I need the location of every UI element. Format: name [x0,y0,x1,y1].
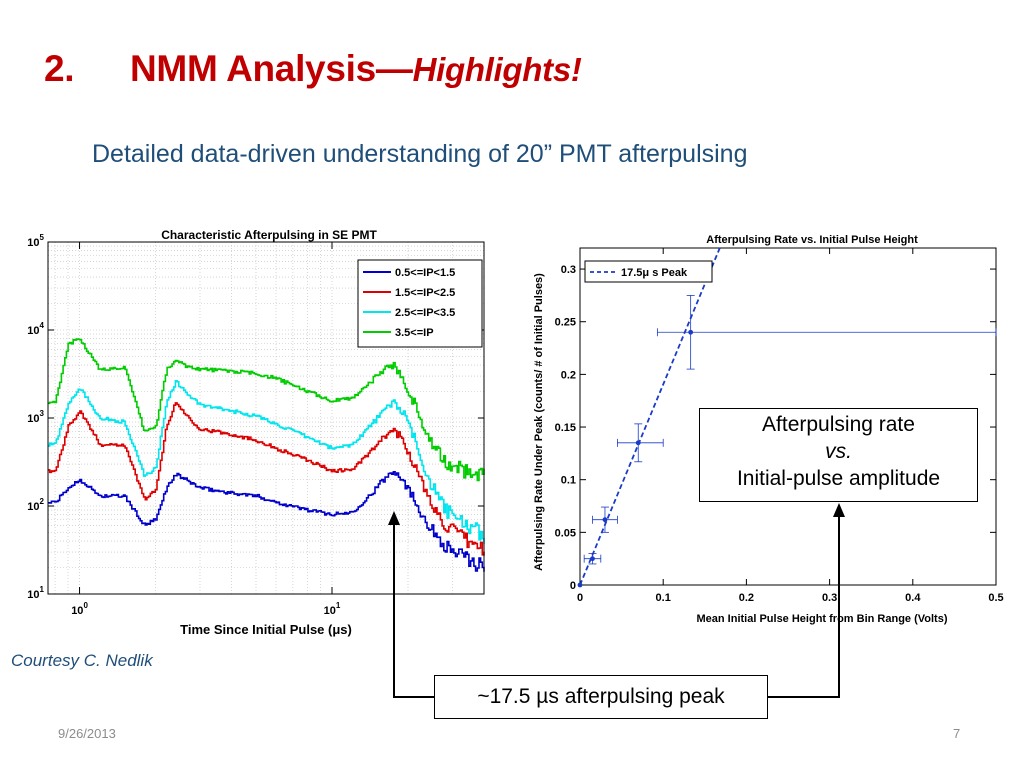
x-tick-label: 0.5 [988,592,1003,604]
data-point [635,440,641,446]
x-axis-label: Time Since Initial Pulse (μs) [180,622,352,637]
data-points [577,294,997,588]
legend-label-3: 2.5<=IP<3.5 [395,307,455,319]
data-point [590,556,595,562]
afterpulsing-time-chart: Characteristic Afterpulsing in SE PMT 10… [27,228,485,637]
y-tick-label: 0.05 [555,527,576,539]
page-number: 7 [953,726,961,741]
series-line-3 [48,380,485,545]
title-highlight: Highlights! [412,51,582,88]
data-point [577,582,583,588]
title-main: NMM Analysis— [130,48,413,89]
x-tick-label: 0.2 [739,592,754,604]
data-point [602,517,608,523]
callout-line-1: Afterpulsing rate [762,413,915,436]
footer-date: 9/26/2013 [58,726,116,741]
y-tick-label: 102 [27,497,44,513]
x-tick-label: 0.1 [656,592,671,604]
fit-line [579,247,721,586]
series-lines [48,338,485,572]
slide-subtitle: Detailed data-driven understanding of 20… [92,140,748,168]
y-tick-label: 0.3 [561,264,576,276]
slide-title: 2. NMM Analysis—Highlights! [44,48,582,90]
y-tick-label: 0.1 [561,475,576,487]
fit-line-dashed [579,247,721,586]
callout-line-2: vs. [825,440,852,463]
title-number: 2. [44,48,75,89]
x-axis-label: Mean Initial Pulse Height from Bin Range… [697,613,948,625]
legend-label: 17.5μ s Peak [621,267,688,279]
callout-line-3: Initial-pulse amplitude [736,467,941,490]
x-tick-label: 0 [577,592,583,604]
x-tick-label: 0.3 [822,592,837,604]
data-point [688,329,694,335]
peak-callout: ~17.5 µs afterpulsing peak [434,675,768,719]
x-tick-label: 0.4 [905,592,921,604]
courtesy-note: Courtesy C. Nedlik [11,651,153,670]
y-tick-label: 0 [570,580,576,592]
y-tick-label: 105 [27,233,44,249]
x-tick-label: 100 [71,601,88,617]
series-line-1 [48,471,485,572]
y-tick-label: 101 [27,585,44,601]
x-tick-labels: 100 101 [71,242,341,617]
y-tick-label: 104 [27,321,44,337]
series-line-2 [48,402,485,556]
y-tick-label: 0.2 [561,369,576,381]
x-tick-label: 101 [324,601,341,617]
chart-title: Characteristic Afterpulsing in SE PMT [161,228,377,242]
legend-box [584,260,713,283]
legend-label-4: 3.5<=IP [395,327,434,339]
legend: 17.5μ s Peak [584,260,713,283]
rate-vs-amplitude-callout: Afterpulsing rate vs. Initial-pulse ampl… [699,408,978,502]
y-tick-label: 103 [27,409,44,425]
y-axis-label: Afterpulsing Rate Under Peak (counts/ # … [533,273,545,571]
y-tick-label: 0.15 [555,422,576,434]
series-line-4 [48,338,485,482]
y-tick-label: 0.25 [555,317,576,329]
legend-label-1: 0.5<=IP<1.5 [395,267,455,279]
legend-label-2: 1.5<=IP<2.5 [395,287,455,299]
chart-title: Afterpulsing Rate vs. Initial Pulse Heig… [706,234,918,246]
legend: 0.5<=IP<1.5 1.5<=IP<2.5 2.5<=IP<3.5 3.5<=IP [357,259,483,348]
